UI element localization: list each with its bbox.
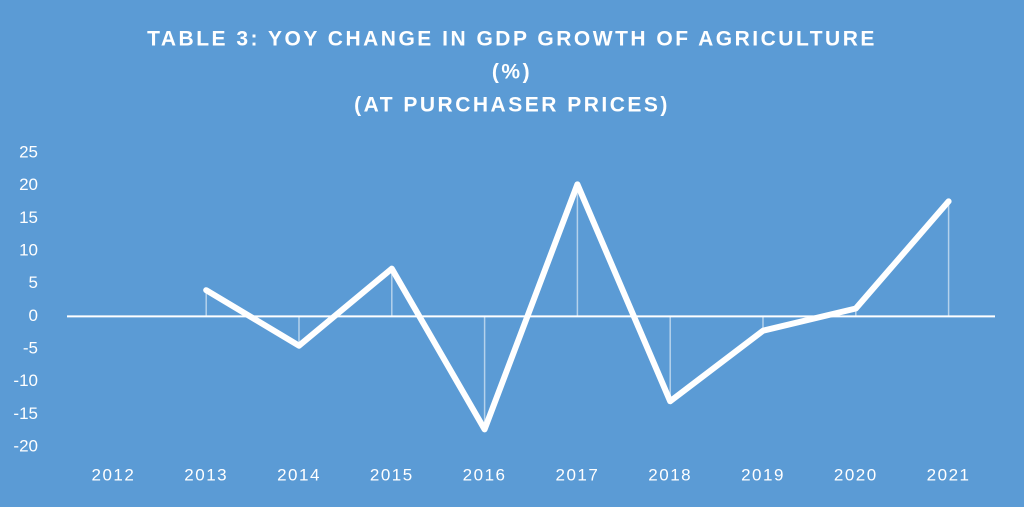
chart-title: (AT PURCHASER PRICES) <box>354 94 670 117</box>
x-tick-label: 2017 <box>555 465 599 484</box>
chart-title: (%) <box>492 61 532 84</box>
x-tick-label: 2021 <box>927 465 971 484</box>
y-tick-label: -10 <box>13 371 38 390</box>
y-tick-label: 20 <box>19 175 38 194</box>
x-tick-label: 2020 <box>834 465 878 484</box>
x-tick-label: 2012 <box>91 465 135 484</box>
y-tick-label: 15 <box>19 208 38 227</box>
chart-title: TABLE 3: YOY CHANGE IN GDP GROWTH OF AGR… <box>147 28 877 51</box>
line-series <box>203 181 952 433</box>
y-tick-label: 25 <box>19 142 38 161</box>
y-tick-label: -15 <box>13 404 38 423</box>
x-tick-label: 2013 <box>184 465 228 484</box>
x-tick-label: 2019 <box>741 465 785 484</box>
y-tick-label: -20 <box>13 436 38 455</box>
x-tick-label: 2018 <box>648 465 692 484</box>
x-tick-label: 2015 <box>370 465 414 484</box>
x-tick-label: 2014 <box>277 465 321 484</box>
y-tick-label: 5 <box>29 273 38 292</box>
x-tick-label: 2016 <box>463 465 507 484</box>
y-tick-label: 0 <box>29 306 38 325</box>
y-tick-label: -5 <box>23 338 38 357</box>
y-tick-label: 10 <box>19 240 38 259</box>
